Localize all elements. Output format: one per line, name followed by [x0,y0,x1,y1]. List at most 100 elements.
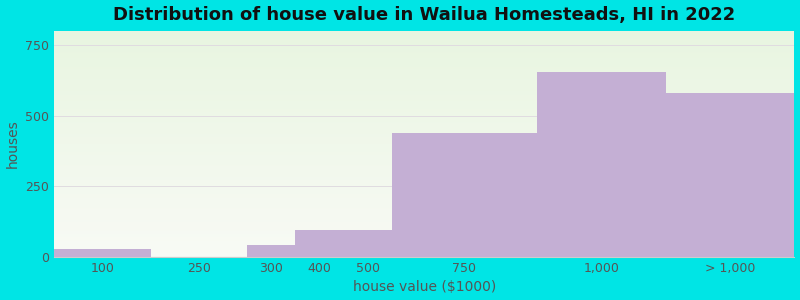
Bar [54,153,794,154]
Bar [54,78,794,79]
Bar [54,135,794,136]
Bar [54,234,794,236]
Bar [54,206,794,207]
Bar [54,124,794,126]
Bar [54,94,794,95]
Bar [54,197,794,198]
Bar [54,170,794,171]
Bar [54,179,794,180]
Bar [54,138,794,139]
Bar [54,104,794,105]
Bar [54,249,794,250]
Bar [54,45,794,46]
Bar [54,226,794,228]
Bar [295,230,344,257]
Bar [54,182,794,184]
Bar [54,231,794,232]
Bar [54,213,794,214]
Bar [54,194,794,195]
Bar [54,105,794,106]
Bar [54,134,794,135]
Bar [54,164,794,165]
Bar [54,178,794,179]
Bar [54,49,794,50]
Bar [54,136,794,137]
Bar [54,200,794,202]
Bar [54,173,794,174]
Bar [54,147,794,148]
Bar [54,44,794,45]
Bar [54,52,794,53]
Bar [54,118,794,119]
Bar [54,162,794,163]
Bar [54,61,794,62]
Bar [54,167,794,168]
Bar [54,83,794,84]
Bar [54,148,794,149]
Bar [54,237,794,238]
Bar [54,137,794,138]
Bar [54,250,794,251]
Bar [54,232,794,233]
Bar [54,66,794,67]
Y-axis label: houses: houses [6,119,19,168]
Bar [54,88,794,89]
Bar [54,128,794,129]
Bar [54,189,794,190]
Bar [666,93,794,257]
Title: Distribution of house value in Wailua Homesteads, HI in 2022: Distribution of house value in Wailua Ho… [113,6,735,24]
Bar [54,159,794,160]
Bar [54,80,794,82]
Bar [54,238,794,239]
Bar [54,199,794,200]
Bar [54,248,794,249]
Bar [54,248,150,257]
Bar [54,172,794,173]
Bar [54,127,794,128]
Bar [54,82,794,83]
Bar [54,212,794,213]
Bar [54,236,794,237]
Bar [54,177,794,178]
Bar [54,242,794,243]
Bar [54,181,794,182]
Bar [54,174,794,175]
Bar [54,209,794,211]
Bar [54,221,794,222]
Bar [54,40,794,41]
Bar [54,79,794,80]
Bar [54,145,794,146]
Bar [54,205,794,206]
Bar [54,77,794,78]
Bar [54,214,794,215]
Bar [54,100,794,101]
Bar [54,103,794,104]
Bar [54,225,794,226]
Bar [54,196,794,197]
Bar [54,180,794,181]
Bar [54,161,794,162]
Bar [54,87,794,88]
Bar [54,191,794,193]
Bar [54,89,794,91]
Bar [54,33,794,34]
Bar [54,195,794,196]
Bar [54,102,794,103]
Bar [54,146,794,147]
Bar [54,169,794,170]
Bar [54,218,794,220]
Bar [54,198,794,199]
Bar [54,171,794,172]
Bar [54,184,794,186]
Bar [54,76,794,77]
Bar [54,247,794,248]
Bar [54,222,794,223]
Bar [54,71,794,73]
Bar [54,117,794,118]
Bar [54,187,794,188]
Bar [54,122,794,124]
Bar [54,60,794,61]
X-axis label: house value ($1000): house value ($1000) [353,280,496,294]
Bar [54,208,794,209]
Bar [54,254,794,255]
